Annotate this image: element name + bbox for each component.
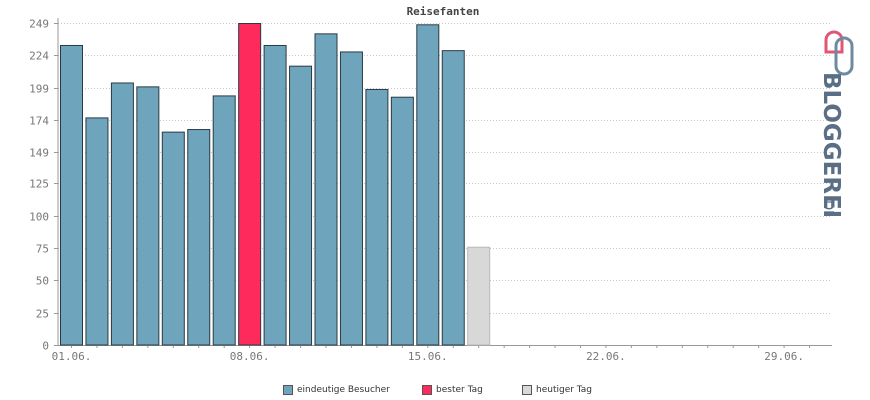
bar-unique [314, 33, 338, 346]
logo-text-main: BLOGGEREI [818, 72, 844, 216]
y-tick-label: 224 [29, 50, 49, 63]
y-tick-label: 199 [29, 83, 49, 96]
legend: eindeutige Besucher bester Tag heutiger … [0, 385, 870, 399]
bar-unique [416, 24, 440, 346]
bar-unique [390, 96, 414, 346]
y-tick-labels: 0 25 50 75 100 125 149 174 199 224 249 [29, 18, 58, 353]
bloggerei-logo: BLOGGEREI .DE [812, 16, 864, 218]
legend-swatch-today [522, 385, 532, 395]
x-tick-label: 01.06. [52, 350, 92, 363]
legend-swatch-unique [283, 385, 293, 395]
bar-unique [441, 50, 465, 346]
bar-unique [60, 44, 83, 346]
x-tick-labels: 01.06. 08.06. 15.06. 22.06. 29.06. [52, 345, 811, 363]
y-tick-label: 249 [29, 18, 49, 31]
bar-best [238, 23, 262, 346]
bar-today [467, 246, 491, 346]
y-tick-label: 125 [29, 178, 49, 191]
y-tick-label: 25 [36, 308, 49, 321]
legend-label-best: bester Tag [436, 385, 483, 395]
bar-unique [289, 65, 313, 346]
logo-text-suffix: .DE [820, 196, 835, 216]
bar-unique [339, 51, 363, 346]
bar-unique [161, 131, 185, 346]
bloggerei-logo-icon: BLOGGEREI .DE [818, 30, 854, 218]
bar-unique [85, 117, 109, 346]
bar-unique [365, 88, 389, 346]
legend-swatch-best [422, 385, 432, 395]
bar-unique [136, 86, 160, 346]
legend-label-today: heutiger Tag [536, 385, 593, 395]
x-tick-label: 22.06. [586, 350, 626, 363]
y-tick-label: 149 [29, 147, 49, 160]
x-tick-label: 08.06. [230, 350, 270, 363]
bar-unique [263, 44, 287, 346]
bar-unique [212, 95, 236, 346]
y-tick-label: 0 [42, 340, 49, 353]
bar-unique [110, 82, 134, 346]
legend-label-unique: eindeutige Besucher [297, 385, 390, 395]
y-tick-label: 174 [29, 115, 49, 128]
y-tick-label: 75 [36, 243, 49, 256]
x-tick-label: 29.06. [764, 350, 804, 363]
chart-title: Reisefanten [407, 5, 480, 18]
legend-item-best: bester Tag [422, 385, 483, 395]
legend-item-unique: eindeutige Besucher [283, 385, 390, 395]
x-tick-label: 15.06. [408, 350, 448, 363]
bar-unique [187, 129, 211, 346]
bars [60, 23, 491, 346]
y-tick-label: 50 [36, 275, 49, 288]
legend-item-today: heutiger Tag [522, 385, 592, 395]
y-tick-label: 100 [29, 211, 49, 224]
